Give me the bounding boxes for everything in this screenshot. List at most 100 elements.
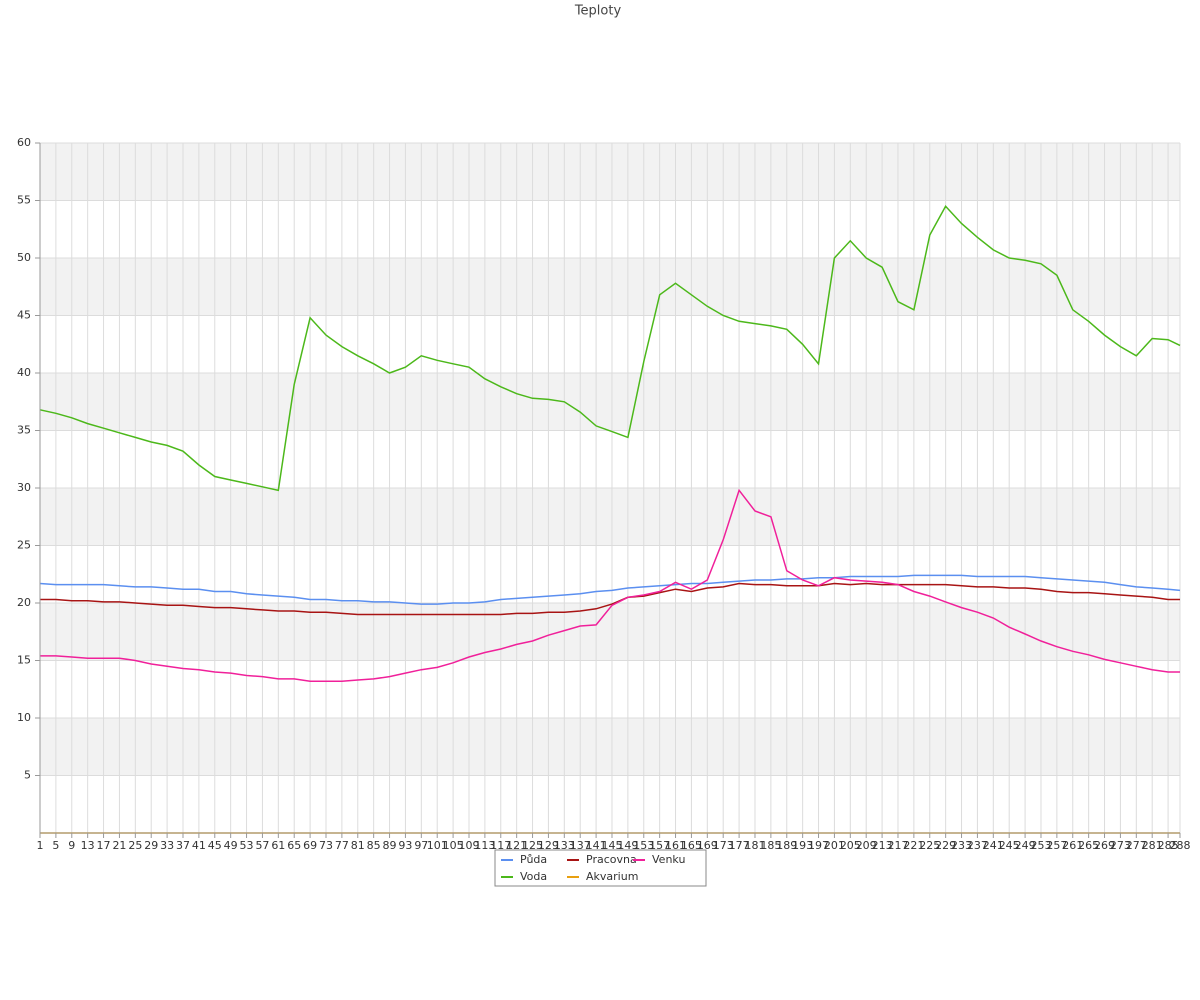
x-tick-label: 29 [144, 839, 158, 852]
y-tick-label: 60 [17, 136, 31, 149]
grid [39, 142, 1181, 833]
x-tick-label: 117 [490, 839, 511, 852]
y-tick-label: 50 [17, 251, 31, 264]
x-tick-label: 121 [506, 839, 527, 852]
legend: Půda Pracovna Venku Voda Akvarium [494, 849, 707, 887]
x-tick-label: 169 [697, 839, 718, 852]
x-tick-label: 41 [192, 839, 206, 852]
x-tick-label: 25 [128, 839, 142, 852]
x-tick-label: 125 [522, 839, 543, 852]
x-tick-label: 157 [649, 839, 670, 852]
x-tick-label: 161 [665, 839, 686, 852]
x-tick-label: 13 [81, 839, 95, 852]
x-tick-label: 233 [951, 839, 972, 852]
legend-label: Půda [520, 853, 547, 866]
y-tick-label: 25 [17, 539, 31, 552]
legend-box [494, 849, 707, 887]
legend-label: Venku [652, 853, 685, 866]
x-tick-label: 105 [443, 839, 464, 852]
series-line [39, 574, 1181, 605]
x-tick-label: 113 [474, 839, 495, 852]
x-tick-label: 281 [1142, 839, 1163, 852]
y-tick-label: 5 [24, 769, 31, 782]
legend-label: Voda [520, 870, 547, 883]
y-tick-label: 10 [17, 711, 31, 724]
x-tick-label: 93 [398, 839, 412, 852]
band [40, 258, 1180, 316]
x-tick-label: 53 [240, 839, 254, 852]
x-tick-label: 225 [919, 839, 940, 852]
x-tick-label: 261 [1062, 839, 1083, 852]
x-tick-label: 45 [208, 839, 222, 852]
x-tick-label: 237 [967, 839, 988, 852]
x-tick-label: 9 [68, 839, 75, 852]
x-tick-label: 141 [586, 839, 607, 852]
x-tick-label: 173 [713, 839, 734, 852]
x-tick-label: 257 [1046, 839, 1067, 852]
x-tick-label: 17 [97, 839, 111, 852]
x-tick-label: 205 [840, 839, 861, 852]
x-tick-label: 33 [160, 839, 174, 852]
x-tick-label: 209 [856, 839, 877, 852]
x-tick-label: 49 [224, 839, 238, 852]
x-tick-label: 137 [570, 839, 591, 852]
x-tick-label: 277 [1126, 839, 1147, 852]
x-tick-label: 97 [414, 839, 428, 852]
x-tick-label: 213 [872, 839, 893, 852]
x-tick-label: 61 [271, 839, 285, 852]
y-tick-label: 45 [17, 309, 31, 322]
band [40, 488, 1180, 546]
x-tick-label: 101 [427, 839, 448, 852]
x-tick-label: 197 [808, 839, 829, 852]
x-tick-label: 57 [255, 839, 269, 852]
x-tick-label: 1 [37, 839, 44, 852]
chart-title: Teploty [574, 4, 622, 19]
x-tick-label: 109 [458, 839, 479, 852]
y-tick-label: 30 [17, 481, 31, 494]
x-tick-label: 241 [983, 839, 1004, 852]
x-tick-label: 185 [760, 839, 781, 852]
x-tick-label: 269 [1094, 839, 1115, 852]
x-tick-label: 221 [903, 839, 924, 852]
y-tick-label: 35 [17, 424, 31, 437]
x-tick-label: 273 [1110, 839, 1131, 852]
x-tick-label: 5 [52, 839, 59, 852]
x-tick-label: 253 [1030, 839, 1051, 852]
x-tick-label: 145 [601, 839, 622, 852]
x-tick-label: 153 [633, 839, 654, 852]
x-tick-label: 85 [367, 839, 381, 852]
x-tick-label: 133 [554, 839, 575, 852]
x-tick-label: 21 [112, 839, 126, 852]
x-tick-label: 37 [176, 839, 190, 852]
x-tick-label: 89 [383, 839, 397, 852]
x-tick-label: 229 [935, 839, 956, 852]
x-tick-label: 149 [617, 839, 638, 852]
x-tick-label: 245 [999, 839, 1020, 852]
x-tick-label: 285 [1158, 839, 1179, 852]
x-tick-label: 189 [776, 839, 797, 852]
x-tick-label: 129 [538, 839, 559, 852]
x-tick-label: 177 [729, 839, 750, 852]
legend-label: Akvarium [586, 870, 638, 883]
band [40, 603, 1180, 661]
x-tick-label: 201 [824, 839, 845, 852]
x-tick-label: 288 [1170, 839, 1191, 852]
x-tick-label: 65 [287, 839, 301, 852]
y-tick-label: 20 [17, 596, 31, 609]
y-tick-label: 55 [17, 194, 31, 207]
legend-label: Pracovna [586, 853, 637, 866]
y-tick-label: 40 [17, 366, 31, 379]
band [40, 718, 1180, 776]
x-tick-label: 73 [319, 839, 333, 852]
y-tick-label: 15 [17, 654, 31, 667]
x-tick-label: 193 [792, 839, 813, 852]
x-tick-label: 217 [887, 839, 908, 852]
x-tick-label: 69 [303, 839, 317, 852]
band [40, 373, 1180, 431]
series-line [39, 205, 1181, 492]
axes: 1 5 9 13 17 21 25 29 33 37 41 45 49 53 57 61 65 69 73 77 81 8… [17, 136, 1191, 852]
x-tick-label: 181 [744, 839, 765, 852]
x-tick-label: 77 [335, 839, 349, 852]
